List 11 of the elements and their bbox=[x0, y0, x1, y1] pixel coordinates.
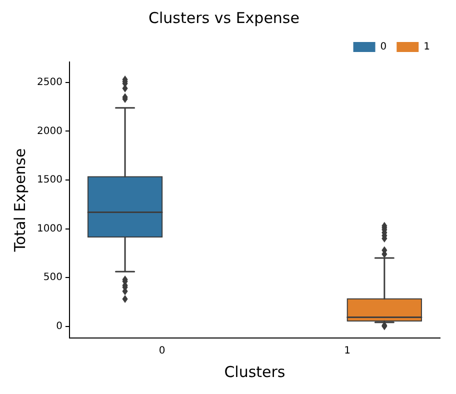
legend-label: 1 bbox=[424, 42, 430, 53]
y-tick-label: 1500 bbox=[36, 174, 62, 186]
y-tick-label: 0 bbox=[56, 320, 62, 332]
chart-title: Clusters vs Expense bbox=[148, 8, 300, 27]
y-tick-label: 2000 bbox=[36, 126, 62, 137]
y-axis-title: Total Expense bbox=[10, 148, 29, 253]
y-tick-label: 2500 bbox=[36, 77, 62, 88]
x-axis-title: Clusters bbox=[224, 362, 286, 381]
y-tick-label: 500 bbox=[43, 272, 62, 284]
y-tick-label: 1000 bbox=[36, 223, 62, 234]
legend-label: 0 bbox=[380, 42, 387, 53]
